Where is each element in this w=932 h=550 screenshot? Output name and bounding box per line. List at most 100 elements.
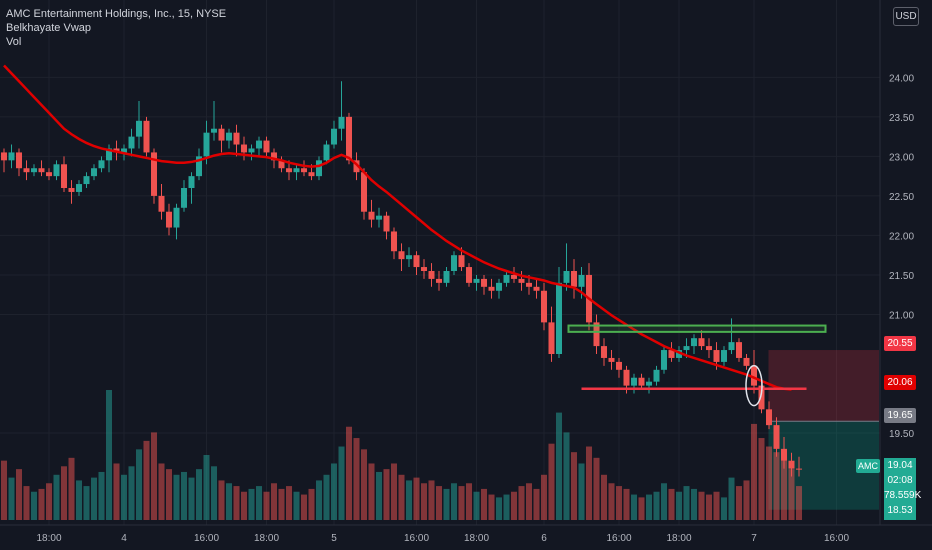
candle-body [76,184,82,192]
legend-title[interactable]: AMC Entertainment Holdings, Inc., 15, NY… [6,8,227,20]
candle [766,401,772,430]
volume-bar [683,486,690,520]
candle [256,136,262,157]
volume-bar [593,457,600,520]
candle-body [556,282,562,354]
current-price-box: 19.04 02:08 78.559K 18.53 [884,458,922,520]
volume-bar [631,494,637,520]
candle-body [376,215,382,220]
candle-body [218,128,225,141]
volume-value-label: 78.559K [884,490,922,501]
volume-bar [563,432,570,520]
x-tick-label: 6 [541,533,547,544]
volume-bar [728,477,735,520]
volume-bar [743,480,750,520]
legend-volume[interactable]: Vol [6,36,22,48]
currency-button[interactable]: USD [893,7,919,26]
candle [353,152,360,181]
volume-bar [496,497,502,520]
highlight-ellipse [745,364,763,407]
candle [68,180,75,204]
candle [796,456,802,477]
candle [413,251,420,275]
candles [1,81,802,477]
candle [8,144,15,169]
volume-bar [788,469,795,520]
candle [98,156,105,173]
candle-body [278,160,285,169]
volume-bar [53,474,60,520]
candle [226,128,232,149]
candle [323,140,330,165]
candle-body [766,409,772,426]
volume-bar [218,480,225,520]
volume-bar [76,480,82,520]
candle [736,338,742,362]
candle [16,148,22,177]
candle-body [158,195,165,212]
x-tick-label: 5 [331,533,337,544]
candle [653,365,660,386]
candle-body [661,350,667,370]
candle-body [781,448,787,461]
candle-body [16,152,22,169]
volume-bar [353,438,360,520]
volume-bar [338,446,345,520]
drawings[interactable] [567,324,827,407]
candle-body [653,369,660,382]
candle [436,271,442,291]
candle-body [23,168,30,173]
volume-bar [263,491,270,520]
candle [53,160,60,181]
countdown-label: 02:08 [887,475,913,486]
volume-bar [8,477,15,520]
candle-body [736,342,742,358]
volume-bar [211,466,217,520]
volume-bar [368,463,375,520]
legend-indicator[interactable]: Belkhayate Vwap [6,22,91,34]
candle-body [196,156,202,177]
candle [76,180,82,196]
volume-bar [526,483,532,520]
candle-body [548,322,555,354]
volume-bar [158,463,165,520]
candle-body [623,369,630,386]
candle [608,350,615,370]
volume-bar [151,432,157,520]
entry-price-label: 19.65 [884,408,916,423]
candle-body [391,231,397,252]
candle [331,120,337,149]
volume-bar [413,477,420,520]
volume-bar [166,469,172,520]
volume-bar [38,488,45,520]
volume-bar [443,488,450,520]
volume-bar [233,486,240,520]
candle-body [466,267,472,283]
candle-body [331,128,337,145]
volume-bar [83,486,90,520]
candle [751,350,757,394]
candle [428,263,435,287]
x-tick-label: 16:00 [404,533,429,544]
resistance-zone-rect [567,324,827,333]
candle [23,160,30,181]
y-tick-label: 19.50 [889,429,914,440]
candle [218,124,225,153]
y-tick-label: 24.00 [889,73,914,84]
candle-body [473,278,480,283]
candle [421,259,427,279]
volume-bar [488,494,495,520]
volume-bar [91,477,97,520]
volume-bar [616,486,622,520]
volume-bar [46,483,52,520]
candle-body [518,278,525,283]
volume-bar [173,474,180,520]
candle-body [338,116,345,129]
candle-body [421,267,427,271]
candle [601,338,607,366]
candle [451,251,457,275]
grid [0,0,880,525]
candle-body [721,350,727,362]
volume-bar [181,471,187,520]
